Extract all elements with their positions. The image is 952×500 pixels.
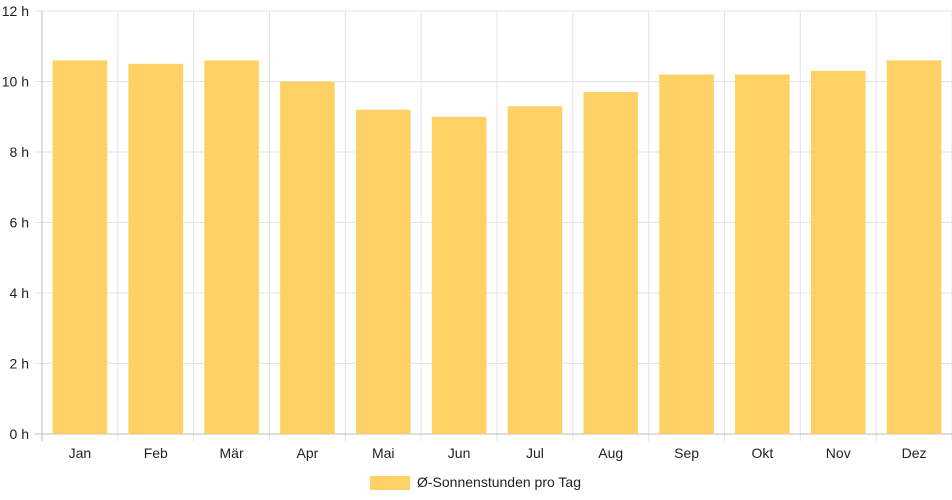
y-tick-label: 12 h: [2, 3, 29, 19]
y-tick-label: 2 h: [10, 356, 29, 372]
x-tick-label: Mai: [372, 445, 395, 461]
bar-jun[interactable]: [431, 116, 487, 434]
legend[interactable]: Ø-Sonnenstunden pro Tag: [370, 474, 581, 490]
axes: [35, 11, 952, 441]
y-tick-label: 6 h: [10, 215, 29, 231]
y-tick-label: 0 h: [10, 426, 29, 442]
bar-dez[interactable]: [886, 60, 942, 434]
bar-jul[interactable]: [507, 106, 563, 435]
y-axis-tick-labels: 0 h 2 h 4 h 6 h 8 h 10 h 12 h: [2, 3, 29, 442]
y-tick-label: 4 h: [10, 285, 29, 301]
y-tick-label: 10 h: [2, 74, 29, 90]
bar-feb[interactable]: [128, 63, 184, 434]
grid-lines: [35, 10, 952, 441]
bar-jan[interactable]: [52, 60, 108, 434]
bar-aug[interactable]: [583, 92, 639, 434]
x-tick-label: Apr: [297, 445, 319, 461]
x-tick-label: Dez: [902, 445, 927, 461]
x-tick-label: Jul: [526, 445, 544, 461]
legend-label[interactable]: Ø-Sonnenstunden pro Tag: [417, 474, 581, 490]
x-tick-label: Jun: [448, 445, 471, 461]
x-tick-label: Jan: [69, 445, 92, 461]
x-tick-label: Aug: [598, 445, 623, 461]
x-tick-label: Nov: [826, 445, 851, 461]
bar-mai[interactable]: [355, 109, 411, 434]
bar-apr[interactable]: [280, 81, 335, 435]
x-tick-label: Okt: [752, 445, 774, 461]
bar-okt[interactable]: [735, 74, 790, 434]
legend-swatch[interactable]: [370, 476, 410, 490]
y-tick-label: 8 h: [10, 144, 29, 160]
x-tick-label: Mär: [220, 445, 244, 461]
x-tick-label: Sep: [674, 445, 699, 461]
bar-sep[interactable]: [659, 74, 714, 434]
bars: [52, 60, 942, 435]
bar-mär[interactable]: [204, 60, 259, 434]
bar-nov[interactable]: [810, 70, 866, 435]
x-tick-label: Feb: [144, 445, 168, 461]
x-axis-tick-labels: Jan Feb Mär Apr Mai Jun Jul Aug Sep Okt Nov Dez: [69, 445, 927, 461]
